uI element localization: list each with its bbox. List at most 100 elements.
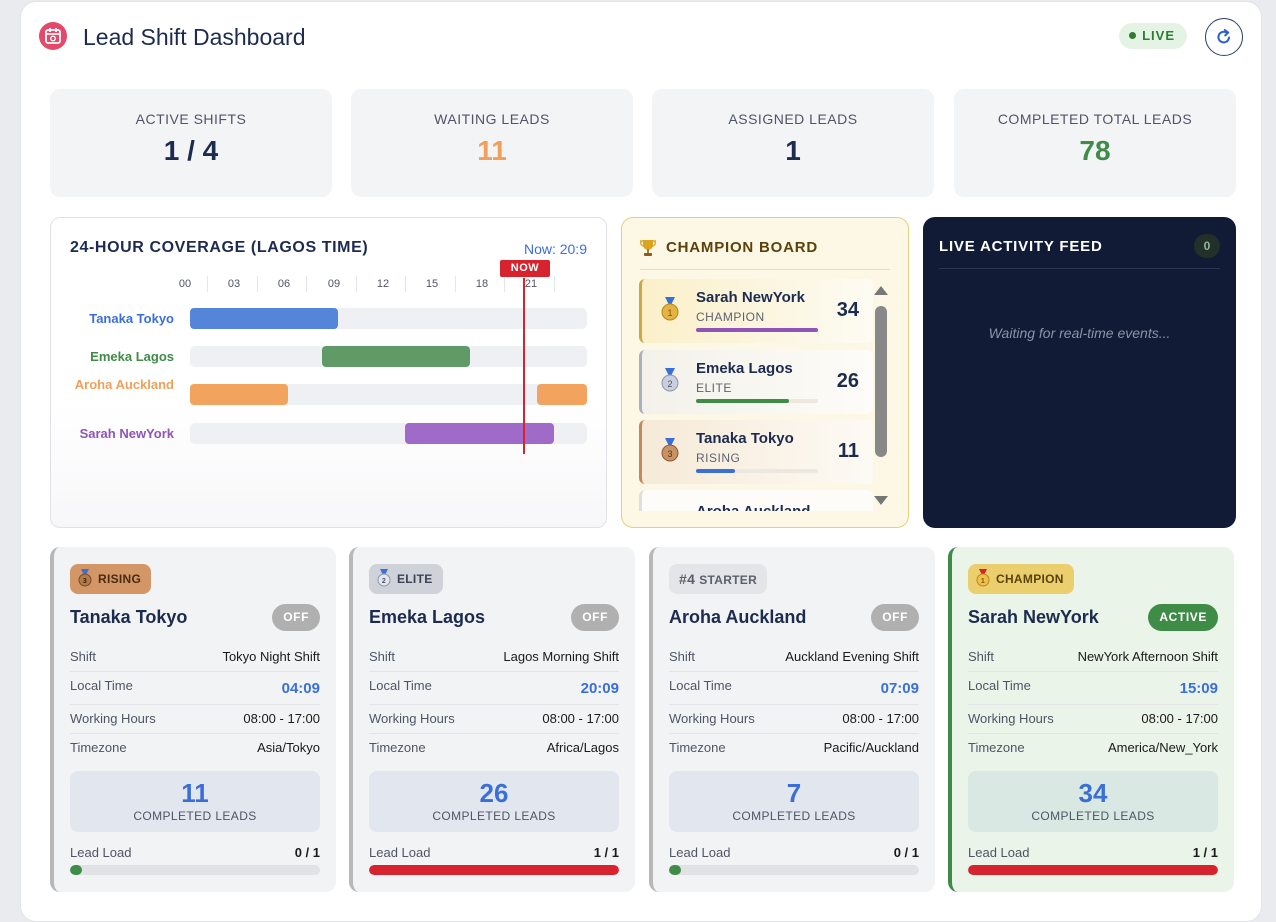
stat-label: WAITING LEADS	[434, 111, 550, 127]
feed-count-badge: 0	[1194, 234, 1220, 258]
champion-progress-track	[696, 399, 818, 403]
silver-medal-icon: 2	[661, 368, 679, 392]
dashboard-window: Lead Shift Dashboard LIVE ACTIVE SHIFTS …	[20, 1, 1262, 922]
feed-empty-message: Waiting for real-time events...	[988, 325, 1171, 341]
working-hours-value: 08:00 - 17:00	[842, 711, 919, 726]
page-title: Lead Shift Dashboard	[83, 24, 306, 50]
tier-label: STARTER	[699, 573, 758, 587]
hour-tick: 18	[475, 278, 489, 290]
coverage-now-time: Now: 20:9	[523, 241, 587, 257]
timezone-row: Timezone Pacific/Auckland	[669, 734, 919, 763]
local-time-row: Local Time 20:09	[369, 672, 619, 705]
lead-load-label: Lead Load	[70, 845, 132, 860]
completed-leads-label: COMPLETED LEADS	[133, 809, 257, 823]
shift-bar[interactable]	[190, 384, 288, 405]
working-hours-value: 08:00 - 17:00	[542, 711, 619, 726]
champion-score: 34	[836, 299, 859, 321]
agent-name: Aroha Auckland	[669, 607, 807, 627]
lead-load-value: 0 / 1	[893, 845, 919, 860]
champion-item[interactable]: 1 Sarah NewYork CHAMPION 34	[639, 279, 873, 343]
hour-divider	[554, 276, 555, 292]
stat-label: ACTIVE SHIFTS	[135, 111, 247, 127]
refresh-button[interactable]	[1205, 18, 1243, 56]
stat-value: 11	[477, 135, 507, 166]
stat-card-completed-total: COMPLETED TOTAL LEADS 78	[954, 89, 1236, 197]
champion-item[interactable]: Aroha Auckland	[639, 490, 873, 511]
champion-tier: CHAMPION	[696, 310, 765, 324]
coverage-track-emeka	[190, 346, 587, 367]
stat-card-waiting-leads: WAITING LEADS 11	[351, 89, 633, 197]
timezone-row: Timezone Africa/Lagos	[369, 734, 619, 763]
agent-card-aroha[interactable]: #4 STARTER Aroha Auckland OFF Shift Auckla…	[649, 547, 935, 892]
champion-progress-fill	[696, 469, 736, 473]
local-time-value: 15:09	[1179, 680, 1218, 697]
live-status-badge: LIVE	[1119, 23, 1187, 49]
timezone-key: Timezone	[70, 740, 127, 755]
working-hours-row: Working Hours 08:00 - 17:00	[369, 705, 619, 734]
lead-load-fill	[968, 865, 1218, 875]
champion-tier: RISING	[696, 451, 741, 465]
hour-tick: 12	[376, 278, 390, 290]
working-hours-row: Working Hours 08:00 - 17:00	[70, 705, 320, 734]
lead-load-fill	[669, 865, 681, 875]
hour-divider	[405, 276, 406, 292]
completed-leads-box: 26 COMPLETED LEADS	[369, 771, 619, 832]
local-time-key: Local Time	[669, 678, 732, 693]
svg-text:1: 1	[981, 578, 985, 585]
svg-text:2: 2	[382, 578, 386, 585]
shift-key: Shift	[369, 649, 396, 664]
shift-row: Shift Tokyo Night Shift	[70, 643, 320, 672]
hour-tick: 03	[227, 278, 241, 290]
stat-value: 78	[1079, 135, 1111, 166]
lead-load-track	[369, 865, 619, 875]
scroll-up-arrow-icon[interactable]	[874, 286, 888, 295]
agent-card-emeka[interactable]: 2 ELITE Emeka Lagos OFF Shift Lagos Morni…	[349, 547, 635, 892]
coverage-track-tanaka	[190, 308, 587, 329]
shift-key: Shift	[968, 649, 995, 664]
shift-bar[interactable]	[190, 308, 338, 329]
coverage-row-label: Aroha Auckland	[74, 377, 174, 392]
tier-label: RISING	[98, 572, 142, 586]
shift-key: Shift	[70, 649, 97, 664]
scroll-down-arrow-icon[interactable]	[874, 496, 888, 505]
agent-card-sarah[interactable]: 1 CHAMPION Sarah NewYork ACTIVE Shift New…	[948, 547, 1234, 892]
hour-tick: 09	[327, 278, 341, 290]
shift-value: NewYork Afternoon Shift	[1077, 649, 1218, 664]
coverage-row-label: Sarah NewYork	[79, 426, 174, 441]
status-pill: OFF	[272, 604, 320, 631]
completed-leads-count: 11	[181, 778, 209, 808]
silver-medal-icon: 2	[377, 569, 391, 587]
champion-name: Tanaka Tokyo	[696, 430, 794, 447]
champion-item[interactable]: 2 Emeka Lagos ELITE 26	[639, 350, 873, 414]
lead-load-value: 1 / 1	[593, 845, 619, 860]
champion-board-header: CHAMPION BOARD	[640, 238, 890, 270]
scrollbar[interactable]	[875, 306, 887, 486]
champion-tier: ELITE	[696, 381, 732, 395]
stat-value: 1	[785, 135, 801, 166]
timezone-row: Timezone Asia/Tokyo	[70, 734, 320, 763]
shift-bar[interactable]	[537, 384, 587, 405]
timezone-value: America/New_York	[1107, 740, 1218, 755]
stat-card-active-shifts: ACTIVE SHIFTS 1 / 4	[50, 89, 332, 197]
champion-progress-fill	[696, 399, 789, 403]
champion-score: 11	[837, 440, 859, 462]
timezone-row: Timezone America/New_York	[968, 734, 1218, 763]
shift-key: Shift	[669, 649, 696, 664]
champion-list[interactable]: 1 Sarah NewYork CHAMPION 34 2 Emeka Lago…	[639, 279, 873, 511]
hour-tick: 21	[524, 278, 538, 290]
coverage-track-aroha	[190, 384, 587, 405]
champion-item[interactable]: 3 Tanaka Tokyo RISING 11	[639, 420, 873, 484]
refresh-icon	[1217, 29, 1230, 44]
lead-load-track	[968, 865, 1218, 875]
agent-card-tanaka[interactable]: 3 RISING Tanaka Tokyo OFF Shift Tokyo Nig…	[50, 547, 336, 892]
shift-bar[interactable]	[405, 423, 554, 444]
scrollbar-thumb[interactable]	[875, 306, 887, 457]
lead-load-label: Lead Load	[669, 845, 731, 860]
champion-progress-fill	[696, 328, 818, 332]
local-time-key: Local Time	[70, 678, 133, 693]
shift-bar[interactable]	[322, 346, 470, 367]
completed-leads-label: COMPLETED LEADS	[732, 809, 856, 823]
hour-divider	[257, 276, 258, 292]
stat-label: COMPLETED TOTAL LEADS	[997, 111, 1193, 127]
agent-name: Emeka Lagos	[369, 607, 486, 627]
